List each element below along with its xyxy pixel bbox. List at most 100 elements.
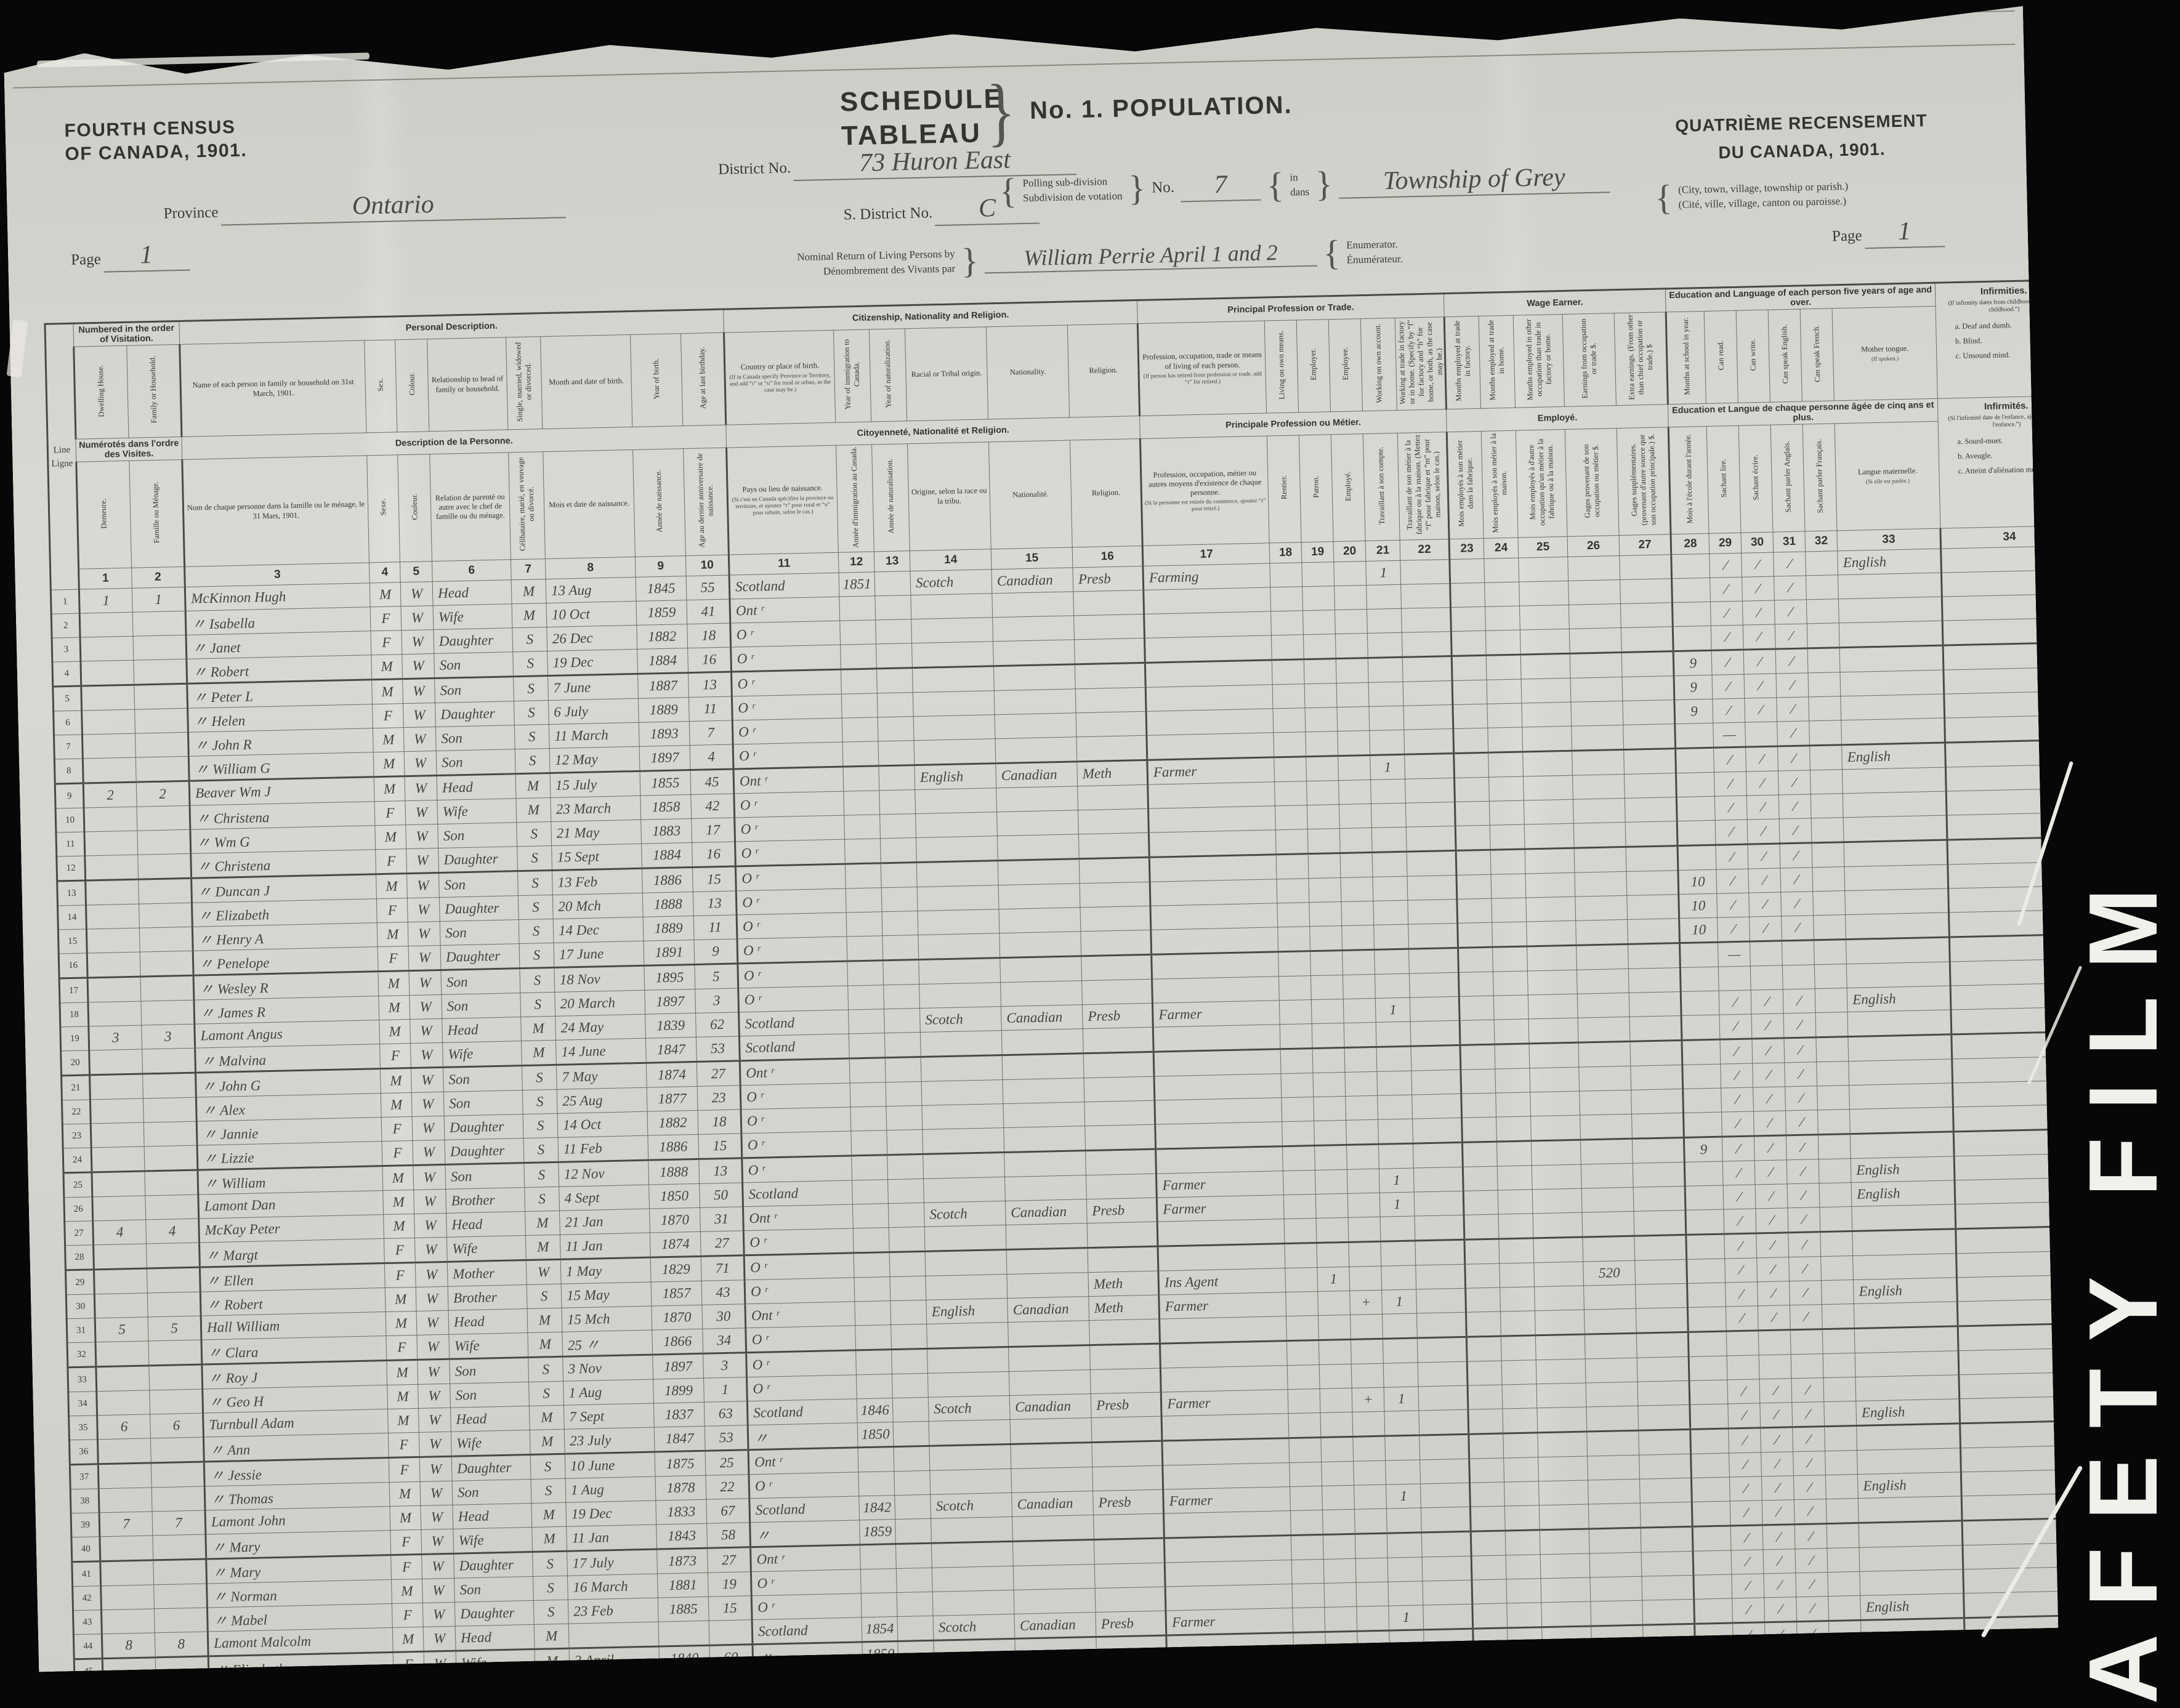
cell-rel: Son bbox=[436, 749, 515, 776]
cell-st: S bbox=[517, 821, 552, 846]
cell-c21: 1 bbox=[1386, 1484, 1421, 1509]
cell-name: 〃 Janet bbox=[186, 631, 371, 659]
cell-nt bbox=[889, 1202, 925, 1227]
cell-c19 bbox=[1312, 999, 1344, 1023]
cell-bp: O ʳ bbox=[751, 1569, 862, 1596]
cell-infirmities bbox=[1947, 812, 2084, 840]
cell-bp: O ʳ bbox=[741, 1107, 851, 1134]
cell-bp: O ʳ bbox=[745, 1278, 855, 1304]
col-header-en-18: Living on own means. bbox=[1264, 320, 1298, 413]
cell-nat bbox=[1001, 1029, 1083, 1055]
cell-fr bbox=[1825, 1450, 1858, 1475]
cell-c27 bbox=[1620, 579, 1673, 604]
cell-c18 bbox=[1282, 1121, 1315, 1146]
cell-st: M bbox=[522, 1040, 557, 1065]
col-header-en-4: Sex. bbox=[365, 340, 397, 433]
cell-c23 bbox=[1472, 1603, 1508, 1629]
cell-st: M bbox=[525, 1235, 560, 1260]
cell-bd: 24 May bbox=[555, 1014, 646, 1040]
col-header-fr-30: Sachant écrire. bbox=[1738, 425, 1773, 533]
cell-sx: F bbox=[380, 1044, 411, 1069]
cell-by: 1845 bbox=[636, 576, 687, 602]
cell-fr bbox=[1830, 1669, 1862, 1693]
cell-f bbox=[139, 903, 193, 928]
cell-sx: F bbox=[377, 946, 409, 972]
cell-nat bbox=[1016, 1685, 1098, 1708]
cell-bd: 26 Dec bbox=[547, 625, 637, 651]
cell-cl: W bbox=[407, 897, 440, 922]
cell-by: 1889 bbox=[643, 916, 694, 941]
cell-org: Scotch bbox=[931, 1492, 1012, 1518]
cell-c21: 1 bbox=[1376, 997, 1411, 1022]
col-header-en-24: Months employed at trade in home. bbox=[1479, 315, 1515, 408]
cell-sx: M bbox=[376, 874, 408, 899]
cell-fr bbox=[1812, 867, 1845, 892]
cell-c20 bbox=[1342, 925, 1375, 950]
col-number: 28 bbox=[1671, 533, 1710, 554]
cell-bd: 11 Jan bbox=[560, 1233, 650, 1259]
cell-c19 bbox=[1315, 1169, 1348, 1194]
cell-c18 bbox=[1290, 1462, 1322, 1486]
cell-bd: 11 March bbox=[549, 722, 639, 748]
cell-c18 bbox=[1280, 1000, 1312, 1025]
cell-rd: ∕ bbox=[1711, 601, 1743, 626]
french-census-title: QUATRIÈME RECENSEMENT DU CANADA, 1901. bbox=[1617, 106, 1987, 169]
cell-d bbox=[90, 1098, 143, 1124]
cell-mt bbox=[1838, 573, 1942, 599]
cell-f bbox=[151, 1462, 204, 1488]
page-label-right: Page bbox=[1831, 227, 1862, 245]
cell-st: S bbox=[536, 1697, 571, 1708]
cell-name: 〃 Alex bbox=[196, 1094, 381, 1122]
cell-rlg bbox=[1087, 1222, 1158, 1247]
cell-d bbox=[100, 1536, 153, 1561]
cell-c26 bbox=[1580, 1114, 1633, 1140]
cell-rd: ∕ bbox=[1710, 553, 1742, 578]
cell-name: 〃 William bbox=[198, 1166, 383, 1195]
cell-occ bbox=[1158, 1244, 1285, 1271]
cell-rlg bbox=[1075, 638, 1145, 664]
cell-c23 bbox=[1467, 1361, 1502, 1385]
cell-st: S bbox=[515, 749, 550, 774]
cell-c22 bbox=[1420, 1459, 1470, 1484]
cell-mt bbox=[1862, 1691, 1966, 1708]
cell-rd: ∕ bbox=[1734, 1671, 1767, 1696]
cell-fr bbox=[1811, 794, 1843, 818]
cell-c22 bbox=[1400, 560, 1450, 585]
cell-c18 bbox=[1292, 1583, 1325, 1608]
cell-c18 bbox=[1276, 854, 1309, 879]
cell-f: 1 bbox=[132, 587, 185, 612]
cell-name: 〃 Mabel bbox=[207, 1603, 392, 1632]
cell-f bbox=[135, 756, 189, 782]
cell-wr: ∕ bbox=[1750, 916, 1782, 941]
cell-en: ∕ bbox=[1798, 1670, 1831, 1694]
cell-c20 bbox=[1339, 779, 1371, 804]
cell-c22 bbox=[1415, 1239, 1465, 1265]
cell-infirmities bbox=[1950, 959, 2088, 986]
cell-nat bbox=[998, 859, 1080, 885]
cell-st: M bbox=[515, 773, 551, 799]
cell-rd: ∕ bbox=[1730, 1476, 1762, 1501]
cell-cl: W bbox=[411, 1092, 444, 1116]
cell-name: 〃 Mary bbox=[206, 1530, 391, 1559]
cell-age: 34 bbox=[710, 1669, 754, 1694]
cell-c20 bbox=[1354, 1484, 1387, 1509]
cell-st: S bbox=[518, 870, 553, 895]
cell-st: W bbox=[526, 1259, 561, 1284]
cell-bd: 23 March bbox=[551, 796, 641, 821]
cell-occ: Farmer bbox=[1147, 757, 1275, 784]
cell-sch bbox=[1692, 1526, 1731, 1551]
cell-wr: ∕ bbox=[1761, 1452, 1794, 1476]
cell-bd: 15 July bbox=[550, 771, 640, 797]
cell-name: 〃 Lizzie bbox=[197, 1142, 382, 1170]
cell-c26 bbox=[1589, 1503, 1641, 1529]
cell-bp: O ʳ bbox=[751, 1593, 862, 1620]
cell-c23 bbox=[1466, 1311, 1501, 1337]
col-header-en-25: Months employed in other occupation than… bbox=[1513, 314, 1564, 408]
city-note-fr: (Cité, ville, village, canton ou paroiss… bbox=[1678, 195, 1847, 211]
cell-c21 bbox=[1387, 1533, 1422, 1558]
col-header-en-16: Religion. bbox=[1067, 324, 1139, 417]
cell-infirmities bbox=[1950, 934, 2087, 962]
cell-by: 1847 bbox=[654, 1426, 705, 1452]
cell-rel: Head bbox=[455, 1624, 535, 1651]
cell-c24 bbox=[1484, 558, 1519, 582]
